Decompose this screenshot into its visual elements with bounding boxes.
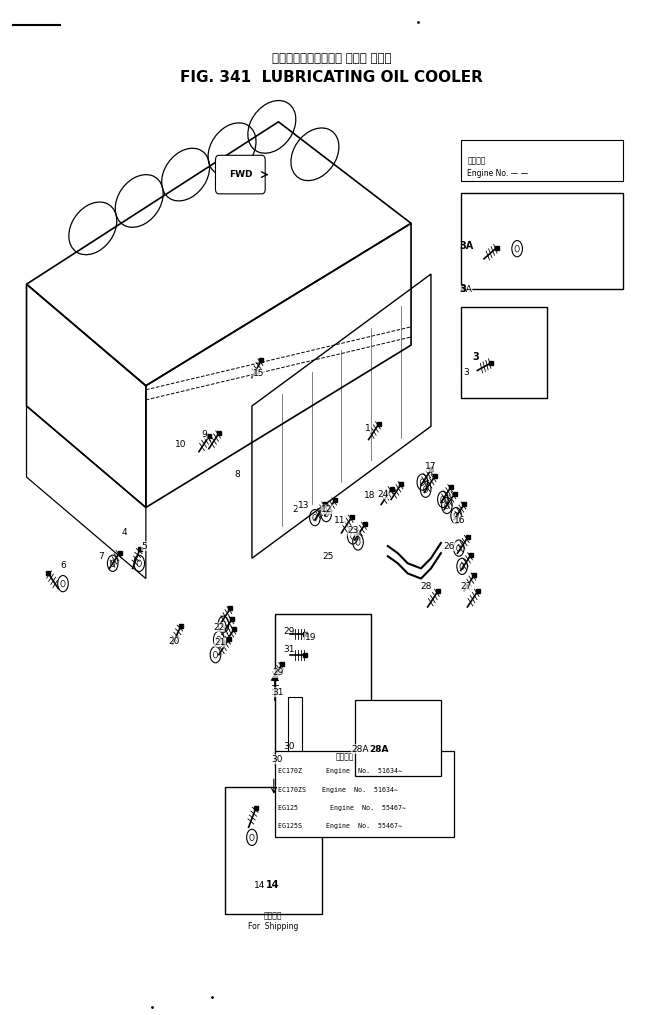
Text: For  Shipping: For Shipping <box>248 923 298 931</box>
FancyBboxPatch shape <box>215 155 265 194</box>
Text: 30: 30 <box>271 755 283 763</box>
Text: 9: 9 <box>202 430 207 438</box>
Text: 24: 24 <box>378 490 389 498</box>
Bar <box>461 307 547 398</box>
Text: 18: 18 <box>364 491 376 499</box>
Text: 3A: 3A <box>460 285 472 293</box>
Text: 5: 5 <box>142 542 147 550</box>
Text: 14: 14 <box>267 880 280 890</box>
Text: Engine No. — —: Engine No. — — <box>467 170 528 178</box>
Text: 2: 2 <box>292 505 298 514</box>
Text: 3: 3 <box>459 284 466 294</box>
Text: EC170ZS    Engine  No.  51634∼: EC170ZS Engine No. 51634∼ <box>278 787 398 793</box>
Bar <box>225 787 322 914</box>
Text: 20: 20 <box>168 637 180 646</box>
Text: 29: 29 <box>283 627 294 635</box>
Text: 6: 6 <box>60 561 66 569</box>
Text: 7: 7 <box>98 552 103 560</box>
Text: 21: 21 <box>214 638 226 647</box>
Text: 適用番号: 適用番号 <box>467 156 486 164</box>
Text: 19: 19 <box>304 633 316 641</box>
Text: FWD: FWD <box>229 171 253 179</box>
Text: 22: 22 <box>213 623 224 631</box>
Text: 3: 3 <box>473 352 479 362</box>
Text: 17: 17 <box>425 463 437 471</box>
Text: EG125        Engine  No.  55467∼: EG125 Engine No. 55467∼ <box>278 805 406 811</box>
Text: 14: 14 <box>254 881 266 889</box>
Text: 3A: 3A <box>459 241 473 251</box>
Text: 31: 31 <box>272 688 284 696</box>
Text: FIG. 341  LUBRICATING OIL COOLER: FIG. 341 LUBRICATING OIL COOLER <box>180 70 483 84</box>
Text: 30: 30 <box>283 742 294 750</box>
Bar <box>461 140 623 181</box>
Text: 11: 11 <box>333 517 345 525</box>
Text: 適用追記: 適用追記 <box>264 911 282 920</box>
Text: 31: 31 <box>283 646 294 654</box>
Text: 27: 27 <box>460 583 472 591</box>
Text: 29: 29 <box>272 669 284 677</box>
Text: 4: 4 <box>122 529 127 537</box>
Text: EC170Z      Engine  No.  51634∼: EC170Z Engine No. 51634∼ <box>278 768 402 774</box>
Text: 12: 12 <box>321 505 333 514</box>
Text: 1: 1 <box>365 424 371 432</box>
Text: 23: 23 <box>347 527 359 535</box>
Text: 26: 26 <box>444 542 455 550</box>
Text: 適用番号: 適用番号 <box>335 753 354 761</box>
Bar <box>275 751 454 837</box>
Bar <box>355 700 441 776</box>
Text: EG125S      Engine  No.  55467∼: EG125S Engine No. 55467∼ <box>278 823 402 829</box>
Text: ルーブリケーティング オイル クーラ: ルーブリケーティング オイル クーラ <box>272 53 391 65</box>
Text: 10: 10 <box>174 441 186 449</box>
Bar <box>461 193 623 289</box>
Text: 3: 3 <box>463 368 469 377</box>
Text: 15: 15 <box>253 369 265 378</box>
Bar <box>288 697 302 753</box>
Text: 28A: 28A <box>351 745 369 753</box>
Text: 25: 25 <box>322 552 334 560</box>
Text: 13: 13 <box>298 501 310 510</box>
Text: 28A: 28A <box>369 745 389 753</box>
Text: 8: 8 <box>235 470 240 478</box>
Text: 28: 28 <box>420 583 432 591</box>
Text: 16: 16 <box>453 517 465 525</box>
Bar <box>275 614 371 766</box>
